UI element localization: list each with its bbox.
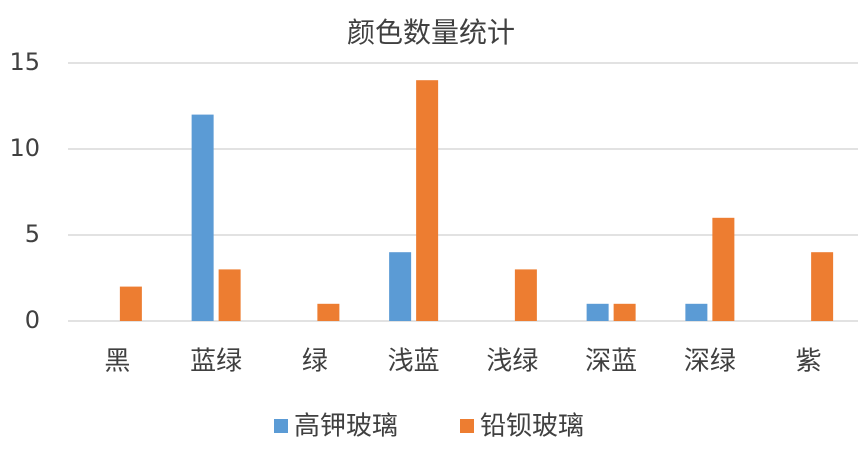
legend-label: 高钾玻璃 [294, 412, 398, 442]
x-tick-label: 紫 [796, 347, 822, 377]
x-tick-label: 深蓝 [585, 347, 637, 377]
legend-swatch [274, 419, 288, 433]
bar [586, 303, 609, 321]
bar [317, 303, 340, 321]
y-tick-label: 10 [9, 134, 40, 162]
bar [389, 252, 412, 321]
bar [218, 269, 241, 321]
y-tick-label: 0 [25, 306, 40, 334]
bar [191, 114, 214, 321]
legend-swatch [460, 419, 474, 433]
legend-label: 铅钡玻璃 [480, 412, 584, 442]
bar [416, 80, 439, 321]
y-tick-label: 15 [9, 48, 40, 76]
bar [811, 252, 834, 321]
bar [712, 217, 735, 321]
x-tick-label: 蓝绿 [190, 347, 242, 377]
y-tick-label: 5 [25, 220, 40, 248]
x-tick-label: 浅蓝 [388, 347, 440, 377]
x-tick-label: 浅绿 [486, 347, 538, 377]
bar [119, 286, 142, 321]
x-tick-label: 绿 [302, 347, 328, 377]
bar [685, 303, 708, 321]
x-tick-label: 深绿 [684, 347, 736, 377]
x-tick-label: 黑 [104, 347, 130, 377]
bar [613, 303, 636, 321]
bar [514, 269, 537, 321]
chart-title: 颜色数量统计 [347, 16, 515, 49]
